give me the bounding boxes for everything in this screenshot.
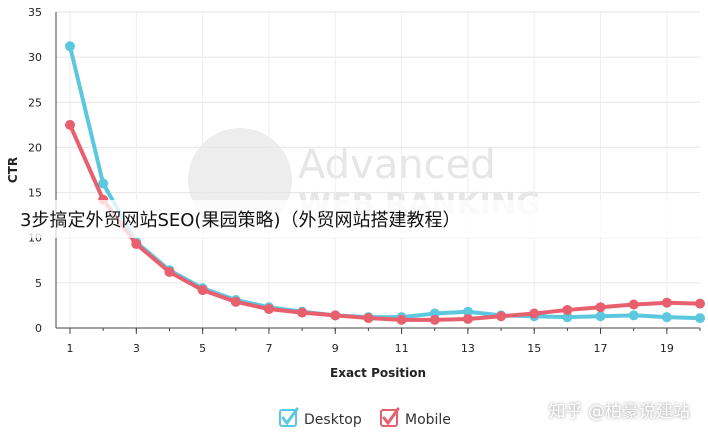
checkmark-icon: [281, 407, 299, 426]
y-tick-label: 25: [28, 96, 42, 109]
x-axis-title: Exact Position: [330, 366, 426, 380]
mobile-data-point: [429, 314, 440, 325]
x-tick-label: 9: [332, 342, 339, 355]
mobile-data-point: [595, 302, 606, 313]
desktop-legend-label: Desktop: [304, 412, 362, 428]
x-tick-label: 7: [265, 342, 272, 355]
title-overlay-bar: [0, 200, 708, 238]
x-tick-label: 15: [527, 342, 541, 355]
mobile-data-point: [529, 308, 540, 319]
x-tick-label: 1: [67, 342, 74, 355]
overlay-title: 3步搞定外贸网站SEO(果园策略)（外贸网站搭建教程）: [20, 210, 461, 231]
mobile-series-line: [68, 122, 702, 322]
x-tick-label: 19: [660, 342, 674, 355]
y-axis-title: CTR: [6, 157, 20, 183]
desktop-data-point: [695, 313, 705, 324]
mobile-data-point: [197, 285, 208, 296]
mobile-data-point: [396, 314, 407, 325]
mobile-data-point: [363, 313, 374, 324]
y-tick-label: 15: [28, 187, 42, 200]
mobile-data-point: [263, 304, 274, 315]
mobile-data-point: [496, 311, 507, 322]
mobile-data-point: [462, 313, 473, 324]
footer-credit: 知乎 @柏豪说建站: [548, 402, 690, 422]
desktop-data-point: [628, 310, 639, 321]
desktop-data-point: [562, 312, 573, 323]
mobile-data-point: [695, 298, 705, 309]
desktop-data-point: [462, 306, 473, 317]
mobile-data-point: [164, 267, 175, 278]
desktop-data-point: [595, 311, 606, 322]
y-tick-label: 5: [35, 277, 42, 290]
checkmark-icon: [382, 407, 400, 426]
x-tick-label: 11: [395, 342, 409, 355]
mobile-data-point: [297, 307, 308, 318]
watermark-line1: Advanced: [298, 142, 496, 188]
desktop-data-point: [65, 41, 75, 52]
y-tick-label: 30: [28, 51, 42, 64]
x-tick-label: 3: [133, 342, 140, 355]
legend: Desktop Mobile: [279, 407, 451, 428]
x-tick-label: 17: [594, 342, 608, 355]
x-tick-label: 13: [461, 342, 475, 355]
mobile-data-point: [628, 299, 639, 310]
mobile-data-point: [65, 119, 75, 130]
mobile-data-point: [330, 310, 341, 321]
y-tick-label: 0: [35, 322, 42, 335]
mobile-data-point: [131, 239, 142, 250]
y-tick-label: 35: [28, 6, 42, 19]
mobile-data-point: [661, 297, 672, 308]
desktop-data-point: [98, 178, 109, 189]
desktop-data-point: [661, 312, 672, 323]
y-tick-label: 20: [28, 141, 42, 154]
x-tick-label: 5: [199, 342, 206, 355]
mobile-data-point: [230, 296, 241, 307]
mobile-legend-label: Mobile: [405, 412, 451, 428]
series-group: [65, 41, 705, 325]
mobile-data-point: [562, 304, 573, 315]
